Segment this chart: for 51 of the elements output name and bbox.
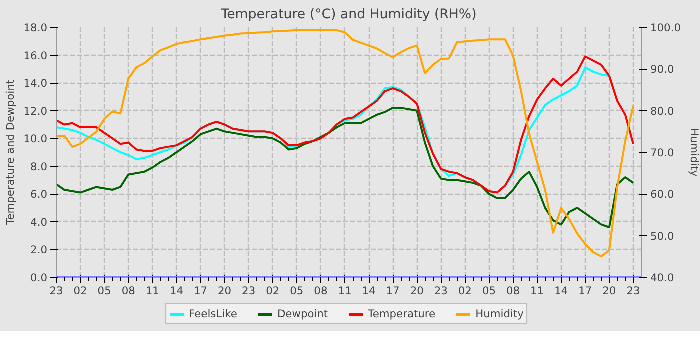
x-tick-label: 14 bbox=[554, 284, 568, 298]
y-tick-label: 18.0 bbox=[24, 22, 48, 34]
x-tick-label: 23 bbox=[50, 284, 64, 298]
legend-label: Temperature bbox=[368, 308, 436, 320]
x-tick-label: 02 bbox=[458, 284, 472, 298]
y-tick-label: 12.0 bbox=[24, 104, 48, 118]
y2-tick-label: 70.0 bbox=[650, 146, 674, 160]
x-tick-label: 23 bbox=[434, 284, 448, 298]
y-tick-label: 10.0 bbox=[24, 132, 48, 146]
x-tick-label: 11 bbox=[530, 284, 544, 298]
legend-label: Dewpoint bbox=[277, 308, 328, 320]
y2-tick-label: 60.0 bbox=[650, 188, 674, 202]
x-tick-label: 14 bbox=[170, 284, 184, 298]
x-tick-label: 02 bbox=[266, 284, 280, 298]
x-tick-label: 17 bbox=[386, 284, 400, 298]
x-tick-label: 05 bbox=[290, 284, 304, 298]
y2-tick-label: 100.0 bbox=[650, 22, 682, 34]
x-tick-label: 11 bbox=[146, 284, 160, 298]
line-series bbox=[56, 29, 634, 258]
y2-tick-label: 50.0 bbox=[650, 230, 674, 243]
y2-tick-label: 90.0 bbox=[650, 63, 674, 76]
y-axis-title: Temperature and Dewpoint bbox=[4, 80, 17, 226]
x-tick-label: 08 bbox=[314, 284, 328, 298]
y2-tick-label: 40.0 bbox=[650, 272, 674, 284]
x-tick-label: 17 bbox=[194, 284, 208, 298]
legend-label: FeelsLike bbox=[189, 308, 238, 320]
y-tick-label: 16.0 bbox=[24, 49, 48, 62]
x-tick-label: 11 bbox=[338, 284, 352, 298]
y-tick-label: 4.0 bbox=[30, 216, 48, 229]
y-tick-label: 14.0 bbox=[24, 77, 48, 90]
y-tick-label: 8.0 bbox=[30, 160, 48, 174]
y-tick-label: 2.0 bbox=[30, 244, 48, 257]
chart-title: Temperature (°C) and Humidity (RH%) bbox=[220, 8, 477, 22]
x-tick-label: 08 bbox=[506, 284, 520, 298]
y2-tick-label: 80.0 bbox=[650, 104, 674, 118]
y2-axis-title: Humidity bbox=[688, 128, 700, 177]
x-tick-label: 20 bbox=[602, 284, 616, 298]
x-tick-label: 14 bbox=[362, 284, 376, 298]
y-tick-label: 0.0 bbox=[30, 272, 48, 284]
x-tick-label: 05 bbox=[98, 284, 112, 298]
x-tick-label: 23 bbox=[626, 284, 640, 298]
x-tick-label: 05 bbox=[482, 284, 496, 298]
legend-label: Humidity bbox=[476, 308, 524, 320]
x-tick-label: 20 bbox=[218, 284, 232, 298]
line-series bbox=[56, 107, 634, 228]
x-tick-label: 08 bbox=[122, 284, 136, 298]
x-tick-label: 02 bbox=[74, 284, 88, 298]
x-tick-label: 20 bbox=[410, 284, 424, 298]
x-tick-label: 23 bbox=[242, 284, 256, 298]
x-tick-label: 17 bbox=[578, 284, 592, 298]
y-tick-label: 6.0 bbox=[30, 188, 48, 202]
